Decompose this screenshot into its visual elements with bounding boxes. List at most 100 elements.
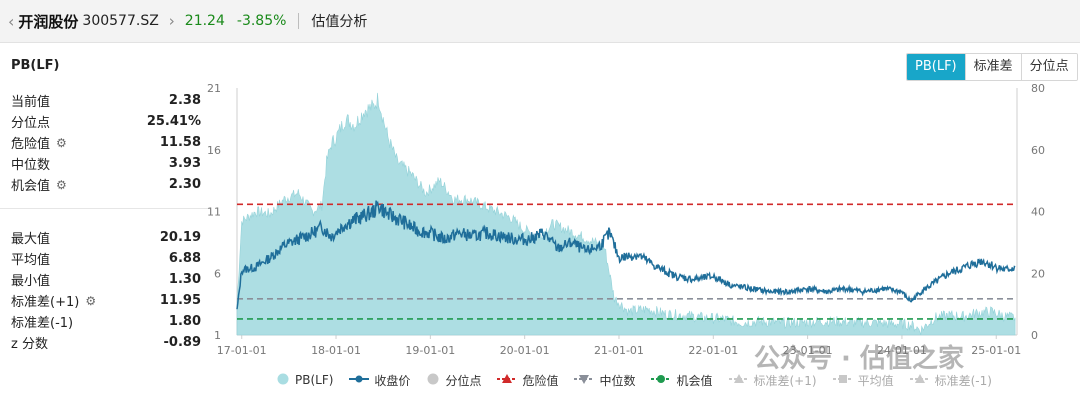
legend-item[interactable]: 机会值 — [651, 372, 713, 389]
stat-value: -0.89 — [163, 335, 201, 350]
legend-label: 分位点 — [445, 373, 482, 388]
x-tick-label: 18-01-01 — [311, 344, 361, 357]
stat-max: 最大值 20.19 — [11, 227, 201, 248]
gear-icon[interactable]: ⚙ — [56, 135, 67, 150]
stat-value: 25.41% — [146, 114, 201, 129]
x-tick-label: 19-01-01 — [405, 344, 455, 357]
x-tick-label: 17-01-01 — [217, 344, 267, 357]
stats-divider — [0, 208, 210, 209]
stat-std-plus: 标准差(+1) ⚙ 11.95 — [11, 290, 201, 311]
stat-current: 当前值 2.38 — [11, 90, 201, 111]
stat-value: 6.88 — [168, 251, 201, 266]
stat-label: 当前值 — [11, 95, 51, 110]
y-right-tick-label: 80 — [1031, 82, 1045, 95]
toggle-percentile[interactable]: 分位点 — [1020, 54, 1077, 80]
y-left-tick-label: 6 — [214, 267, 221, 280]
x-tick-label: 21-01-01 — [594, 344, 644, 357]
x-tick-label: 20-01-01 — [500, 344, 550, 357]
y-right-tick-label: 40 — [1031, 206, 1045, 219]
dash-triangle-icon — [909, 373, 930, 388]
stat-zscore: z 分数 -0.89 — [11, 332, 201, 353]
y-right-tick-label: 20 — [1031, 267, 1045, 280]
stat-label: z 分数 — [11, 337, 48, 352]
y-left-tick-label: 1 — [214, 329, 221, 342]
stat-value: 1.30 — [168, 272, 201, 287]
stat-label: 危险值 — [11, 137, 51, 152]
stat-std-minus: 标准差(-1) 1.80 — [11, 311, 201, 332]
pb-area-series — [236, 92, 1016, 336]
legend-item[interactable]: 标准差(+1) — [728, 372, 817, 389]
stat-label: 最小值 — [11, 274, 51, 289]
section-title[interactable]: 估值分析 — [311, 14, 368, 30]
legend-label: 机会值 — [676, 373, 713, 388]
x-tick-label: 23-01-01 — [783, 344, 833, 357]
legend-label: 平均值 — [857, 373, 894, 388]
y-right-tick-label: 60 — [1031, 144, 1045, 157]
stat-label: 最大值 — [11, 232, 51, 247]
y-left-tick-label: 16 — [207, 144, 221, 157]
legend-item[interactable]: 标准差(-1) — [909, 372, 992, 389]
x-tick-label: 25-01-01 — [971, 344, 1021, 357]
chart-legend: PB(LF) 收盘价 分位点 危险值 中位数 机会值 标准差(+1) 平均值 标准差(-1) — [276, 370, 1008, 390]
dash-triangle-icon — [497, 373, 518, 388]
circle-icon — [276, 373, 290, 388]
y-right-tick-label: 0 — [1031, 329, 1038, 342]
dash-triangle-icon — [728, 373, 749, 388]
panel-title: PB(LF) — [11, 58, 60, 73]
stat-label: 分位点 — [11, 116, 51, 131]
legend-item[interactable]: 平均值 — [832, 372, 894, 389]
stat-min: 最小值 1.30 — [11, 269, 201, 290]
legend-item[interactable]: 危险值 — [497, 372, 558, 389]
stock-name: 开润股份 — [18, 12, 79, 31]
stock-price: 21.24 — [184, 13, 225, 29]
stat-mean: 平均值 6.88 — [11, 248, 201, 269]
dash-triangle-down-icon — [574, 373, 595, 388]
legend-item[interactable]: 分位点 — [426, 372, 481, 389]
legend-label: PB(LF) — [295, 373, 334, 387]
legend-label: 危险值 — [522, 373, 559, 388]
stat-percentile: 分位点 25.41% — [11, 111, 201, 132]
stat-median: 中位数 3.93 — [11, 153, 201, 174]
toggle-std[interactable]: 标准差 — [964, 54, 1021, 80]
view-toggle-group: PB(LF) 标准差 分位点 — [906, 53, 1078, 81]
stat-value: 11.95 — [159, 293, 201, 308]
dash-dot-icon — [651, 373, 672, 388]
stat-label: 标准差(+1) — [11, 295, 80, 310]
circle-icon — [426, 373, 440, 388]
line-dot-icon — [349, 373, 370, 388]
stat-label: 机会值 — [11, 179, 51, 194]
x-tick-label: 22-01-01 — [688, 344, 738, 357]
stock-code: 300577.SZ — [82, 13, 159, 29]
price-change: -3.85% — [236, 13, 287, 29]
stat-opportunity: 机会值 ⚙ 2.30 — [11, 174, 201, 195]
stat-value: 11.58 — [159, 135, 201, 150]
x-tick-label: 24-01-01 — [877, 344, 927, 357]
toggle-pb[interactable]: PB(LF) — [907, 54, 965, 80]
top-bar: ‹ 开润股份 300577.SZ › 21.24 -3.85% 估值分析 — [0, 0, 1080, 43]
y-left-tick-label: 11 — [207, 206, 221, 219]
stat-value: 20.19 — [159, 230, 201, 245]
chevron-right-icon[interactable]: › — [168, 12, 175, 30]
legend-label: 收盘价 — [374, 373, 411, 388]
y-left-tick-label: 21 — [207, 82, 221, 95]
stat-value: 3.93 — [168, 156, 201, 171]
close-price-line — [236, 200, 1016, 310]
stat-label: 中位数 — [11, 158, 51, 173]
stat-danger: 危险值 ⚙ 11.58 — [11, 132, 201, 153]
legend-label: 标准差(+1) — [753, 373, 817, 388]
legend-item[interactable]: PB(LF) — [276, 373, 333, 388]
watermark: 公众号 · 估值之家 — [754, 344, 964, 374]
stat-value: 1.80 — [168, 314, 201, 329]
legend-item[interactable]: 收盘价 — [349, 372, 410, 389]
chevron-left-icon[interactable]: ‹ — [8, 11, 15, 31]
stat-label: 标准差(-1) — [11, 316, 74, 331]
legend-item[interactable]: 中位数 — [574, 372, 635, 389]
dash-square-icon — [832, 373, 853, 388]
stat-label: 平均值 — [11, 253, 51, 268]
legend-label: 中位数 — [599, 373, 636, 388]
divider — [298, 13, 300, 29]
stat-value: 2.38 — [168, 93, 201, 108]
gear-icon[interactable]: ⚙ — [85, 293, 97, 308]
gear-icon[interactable]: ⚙ — [56, 177, 67, 192]
